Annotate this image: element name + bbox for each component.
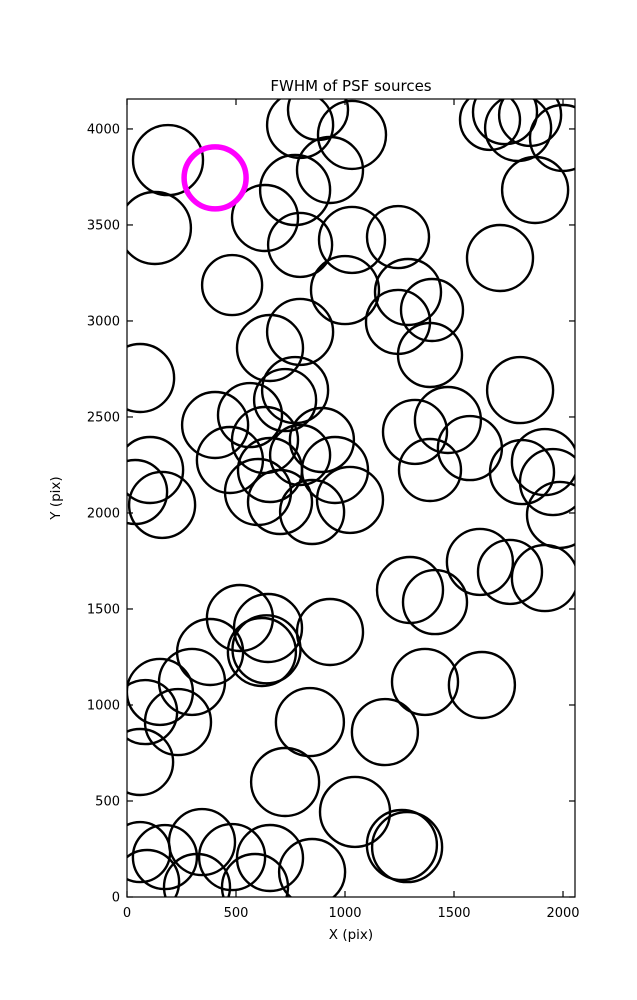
psf-source-circle — [127, 470, 197, 540]
y-tick-label: 3500 — [87, 218, 120, 233]
psf-source-circle — [127, 342, 176, 414]
psf-source-circle — [200, 253, 264, 317]
psf-source-circle — [510, 543, 575, 613]
psf-source-circle — [127, 678, 179, 746]
psf-source-circle — [157, 647, 227, 717]
psf-source-circle — [268, 423, 332, 487]
psf-source-circle — [300, 435, 370, 505]
psf-source-circle — [488, 438, 556, 506]
x-tick-label: 1500 — [437, 906, 470, 921]
psf-source-circle — [317, 205, 387, 275]
psf-source-circle — [399, 277, 465, 343]
x-tick-label: 500 — [224, 906, 249, 921]
psf-source-circle — [373, 257, 443, 327]
psf-source-circle — [370, 810, 444, 884]
psf-source-circle — [447, 650, 517, 720]
y-tick-label: 4000 — [87, 122, 120, 137]
psf-source-circle — [471, 99, 539, 146]
y-axis-label: Y (pix) — [48, 476, 64, 520]
psf-source-circle — [445, 527, 515, 597]
psf-source-circle — [143, 687, 213, 757]
psf-source-circle — [413, 385, 483, 455]
scatter-points — [127, 99, 575, 897]
x-tick-label: 0 — [123, 906, 131, 921]
psf-source-circle — [316, 99, 388, 171]
psf-source-circle — [278, 478, 346, 546]
psf-source-circle — [235, 313, 305, 383]
psf-source-circle — [365, 808, 439, 882]
psf-source-circle — [390, 647, 460, 717]
y-tick-label: 2500 — [87, 410, 120, 425]
y-tick-label: 1000 — [87, 698, 120, 713]
psf-source-circle — [127, 727, 175, 797]
psf-source-circle — [401, 568, 469, 636]
psf-source-circle — [397, 437, 463, 503]
psf-source-circle — [436, 414, 504, 482]
psf-source-circle — [265, 297, 335, 367]
psf-source-circle — [318, 775, 392, 849]
psf-source-circle — [226, 616, 298, 688]
psf-source-circle — [528, 103, 575, 173]
psf-source-circle — [231, 614, 302, 685]
x-tick-label: 1000 — [328, 906, 361, 921]
psf-source-circle — [260, 355, 330, 425]
psf-source-circle — [162, 852, 232, 897]
psf-source-circle — [252, 367, 318, 433]
psf-source-circle — [375, 555, 445, 625]
psf-source-circle — [127, 820, 172, 884]
psf-source-circle — [258, 153, 332, 227]
psf-source-circle — [249, 746, 321, 818]
y-tick-label: 2000 — [87, 506, 120, 521]
plot-title: FWHM of PSF sources — [270, 77, 431, 95]
psf-source-circle — [277, 837, 347, 897]
psf-source-circle — [246, 468, 314, 536]
y-tick-label: 3000 — [87, 314, 120, 329]
y-tick-label: 500 — [95, 794, 120, 809]
psf-source-circle — [518, 447, 575, 517]
psf-source-circle — [396, 321, 464, 389]
y-tick-label: 0 — [112, 891, 120, 906]
psf-source-circle — [500, 155, 570, 225]
psf-source-circle — [216, 381, 284, 449]
psf-source-circle — [274, 686, 346, 758]
y-tick-label: 1500 — [87, 602, 120, 617]
psf-source-circle — [485, 355, 555, 425]
psf-source-circle — [295, 135, 365, 205]
psf-source-circle — [476, 538, 544, 606]
psf-source-circle — [266, 211, 334, 279]
x-tick-label: 2000 — [546, 906, 579, 921]
psf-source-circle — [288, 406, 356, 474]
psf-source-circle — [220, 852, 290, 897]
psf-source-circle — [465, 223, 535, 293]
psf-source-circle — [265, 99, 335, 160]
psf-source-circle — [180, 390, 250, 460]
psf-source-circle — [365, 204, 431, 270]
psf-source-circle — [350, 697, 420, 767]
psf-source-circle — [381, 398, 449, 466]
psf-source-circle — [309, 254, 381, 326]
psf-source-circle — [127, 435, 185, 505]
psf-source-circle — [127, 190, 193, 266]
psf-source-circle — [127, 848, 181, 897]
highlighted-source-circle — [181, 144, 249, 212]
psf-source-circle — [197, 822, 267, 892]
axes-frame — [126, 98, 576, 898]
x-axis-label: X (pix) — [329, 927, 373, 943]
psf-source-circle — [458, 99, 522, 152]
psf-source-circle — [315, 465, 385, 535]
psf-source-circle — [295, 597, 365, 667]
psf-source-circle — [230, 183, 300, 253]
